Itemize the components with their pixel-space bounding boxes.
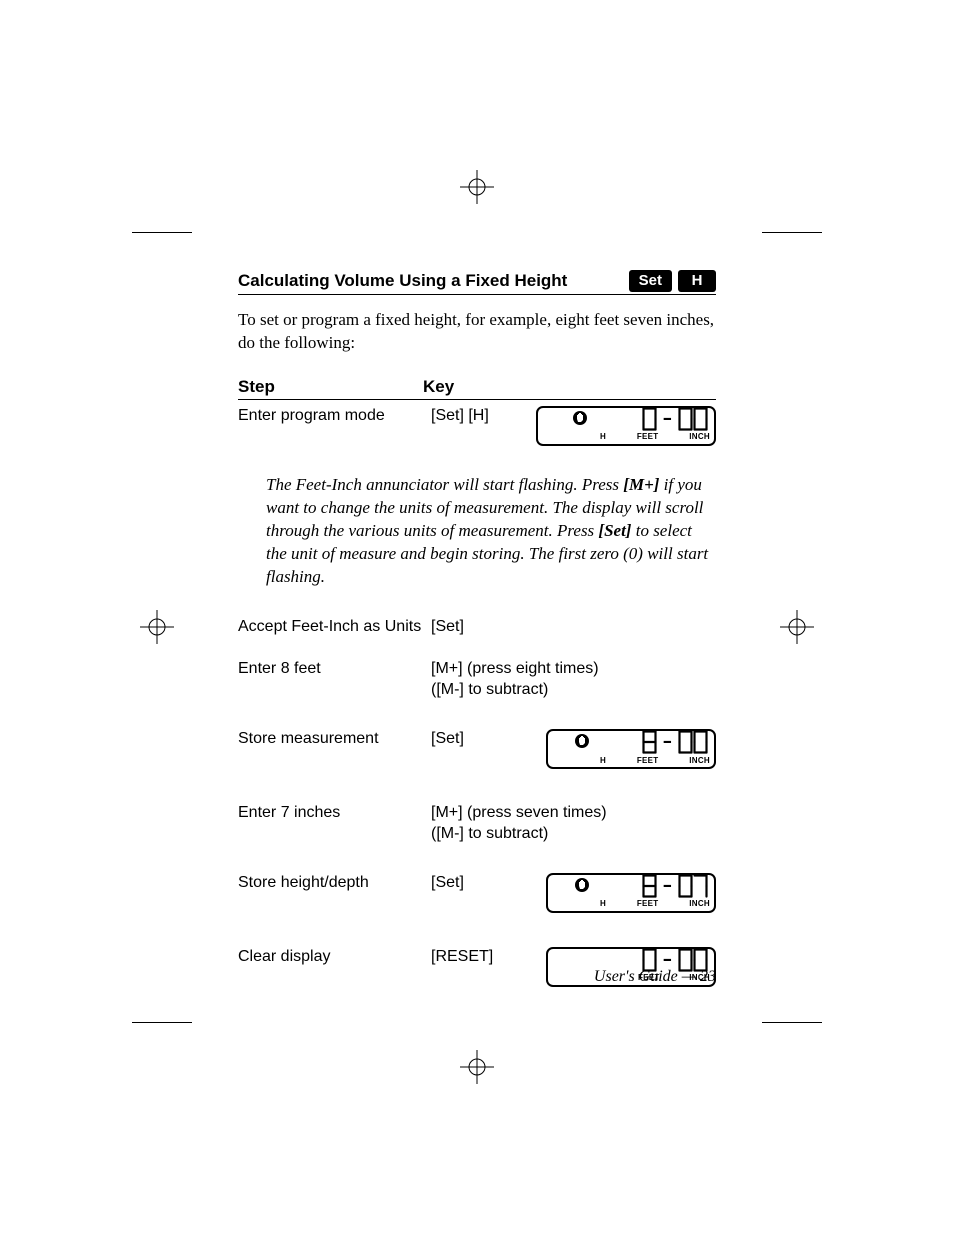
step-key: [Set] xyxy=(431,729,539,750)
lcd-display: - H FEET INCH xyxy=(546,873,716,913)
unit-h: H xyxy=(600,432,606,442)
unit-inch: INCH xyxy=(689,899,710,909)
content-area: Calculating Volume Using a Fixed Height … xyxy=(238,270,716,987)
step-label: Enter program mode xyxy=(238,406,431,427)
note-block: The Feet-Inch annunciator will start fla… xyxy=(266,474,716,589)
col-header-key: Key xyxy=(423,377,563,397)
section-title: Calculating Volume Using a Fixed Height xyxy=(238,271,567,291)
step-row: Store measurement [Set] - H FEET INCH xyxy=(238,729,716,769)
page-footer: User's Guide — 23 xyxy=(594,968,716,986)
step-label: Store measurement xyxy=(238,729,431,750)
note-bold: [Set] xyxy=(598,521,631,540)
step-key: [Set] [H] xyxy=(431,406,519,427)
key-line: ([M-] to subtract) xyxy=(431,824,721,845)
step-label: Accept Feet-Inch as Units xyxy=(238,617,431,638)
step-key: [Set] xyxy=(431,873,539,894)
registration-mark xyxy=(460,1050,494,1084)
key-badges: Set H xyxy=(629,270,716,292)
table-header: Step Key xyxy=(238,377,716,400)
step-label: Enter 7 inches xyxy=(238,803,431,824)
step-display: - H FEET INCH xyxy=(519,406,716,446)
step-row: Accept Feet-Inch as Units [Set] xyxy=(238,617,716,638)
manual-page: Calculating Volume Using a Fixed Height … xyxy=(0,0,954,1235)
note-text: The Feet-Inch annunciator will start fla… xyxy=(266,475,623,494)
unit-feet: FEET xyxy=(637,899,659,909)
step-label: Clear display xyxy=(238,947,431,968)
registration-mark xyxy=(780,610,814,644)
unit-h: H xyxy=(600,756,606,766)
badge-set: Set xyxy=(629,270,672,292)
lcd-display: - H FEET INCH xyxy=(536,406,716,446)
key-line: [M+] (press seven times) xyxy=(431,803,721,824)
crop-mark xyxy=(132,1022,192,1023)
step-key: [M+] (press seven times) ([M-] to subtra… xyxy=(431,803,729,845)
lcd-units: H FEET INCH xyxy=(600,756,710,766)
step-display: - H FEET INCH xyxy=(539,873,716,913)
unit-h: H xyxy=(600,899,606,909)
col-header-step: Step xyxy=(238,377,423,397)
section-header: Calculating Volume Using a Fixed Height … xyxy=(238,270,716,295)
key-line: [M+] (press eight times) xyxy=(431,659,721,680)
lcd-units: H FEET INCH xyxy=(600,899,710,909)
registration-mark xyxy=(140,610,174,644)
crop-mark xyxy=(762,232,822,233)
step-key: [M+] (press eight times) ([M-] to subtra… xyxy=(431,659,729,701)
step-row: Enter program mode [Set] [H] - H FEET IN… xyxy=(238,406,716,446)
step-row: Enter 7 inches [M+] (press seven times) … xyxy=(238,803,716,845)
unit-feet: FEET xyxy=(637,432,659,442)
hand-icon xyxy=(574,733,590,749)
step-row: Store height/depth [Set] - H FEET INCH xyxy=(238,873,716,913)
step-row: Enter 8 feet [M+] (press eight times) ([… xyxy=(238,659,716,701)
key-line: ([M-] to subtract) xyxy=(431,680,721,701)
lcd-digits: - xyxy=(642,407,708,434)
unit-feet: FEET xyxy=(637,756,659,766)
unit-inch: INCH xyxy=(689,756,710,766)
badge-h: H xyxy=(678,270,716,292)
step-label: Store height/depth xyxy=(238,873,431,894)
lcd-digits: - xyxy=(642,730,708,757)
step-label: Enter 8 feet xyxy=(238,659,431,680)
lcd-display: - H FEET INCH xyxy=(546,729,716,769)
step-key: [Set] xyxy=(431,617,579,638)
hand-icon xyxy=(572,410,588,426)
lcd-units: H FEET INCH xyxy=(600,432,710,442)
intro-text: To set or program a fixed height, for ex… xyxy=(238,309,716,355)
registration-mark xyxy=(460,170,494,204)
unit-inch: INCH xyxy=(689,432,710,442)
hand-icon xyxy=(574,877,590,893)
step-display: - H FEET INCH xyxy=(539,729,716,769)
crop-mark xyxy=(762,1022,822,1023)
lcd-digits: - xyxy=(642,874,708,901)
crop-mark xyxy=(132,232,192,233)
note-bold: [M+] xyxy=(623,475,659,494)
step-key: [RESET] xyxy=(431,947,539,968)
